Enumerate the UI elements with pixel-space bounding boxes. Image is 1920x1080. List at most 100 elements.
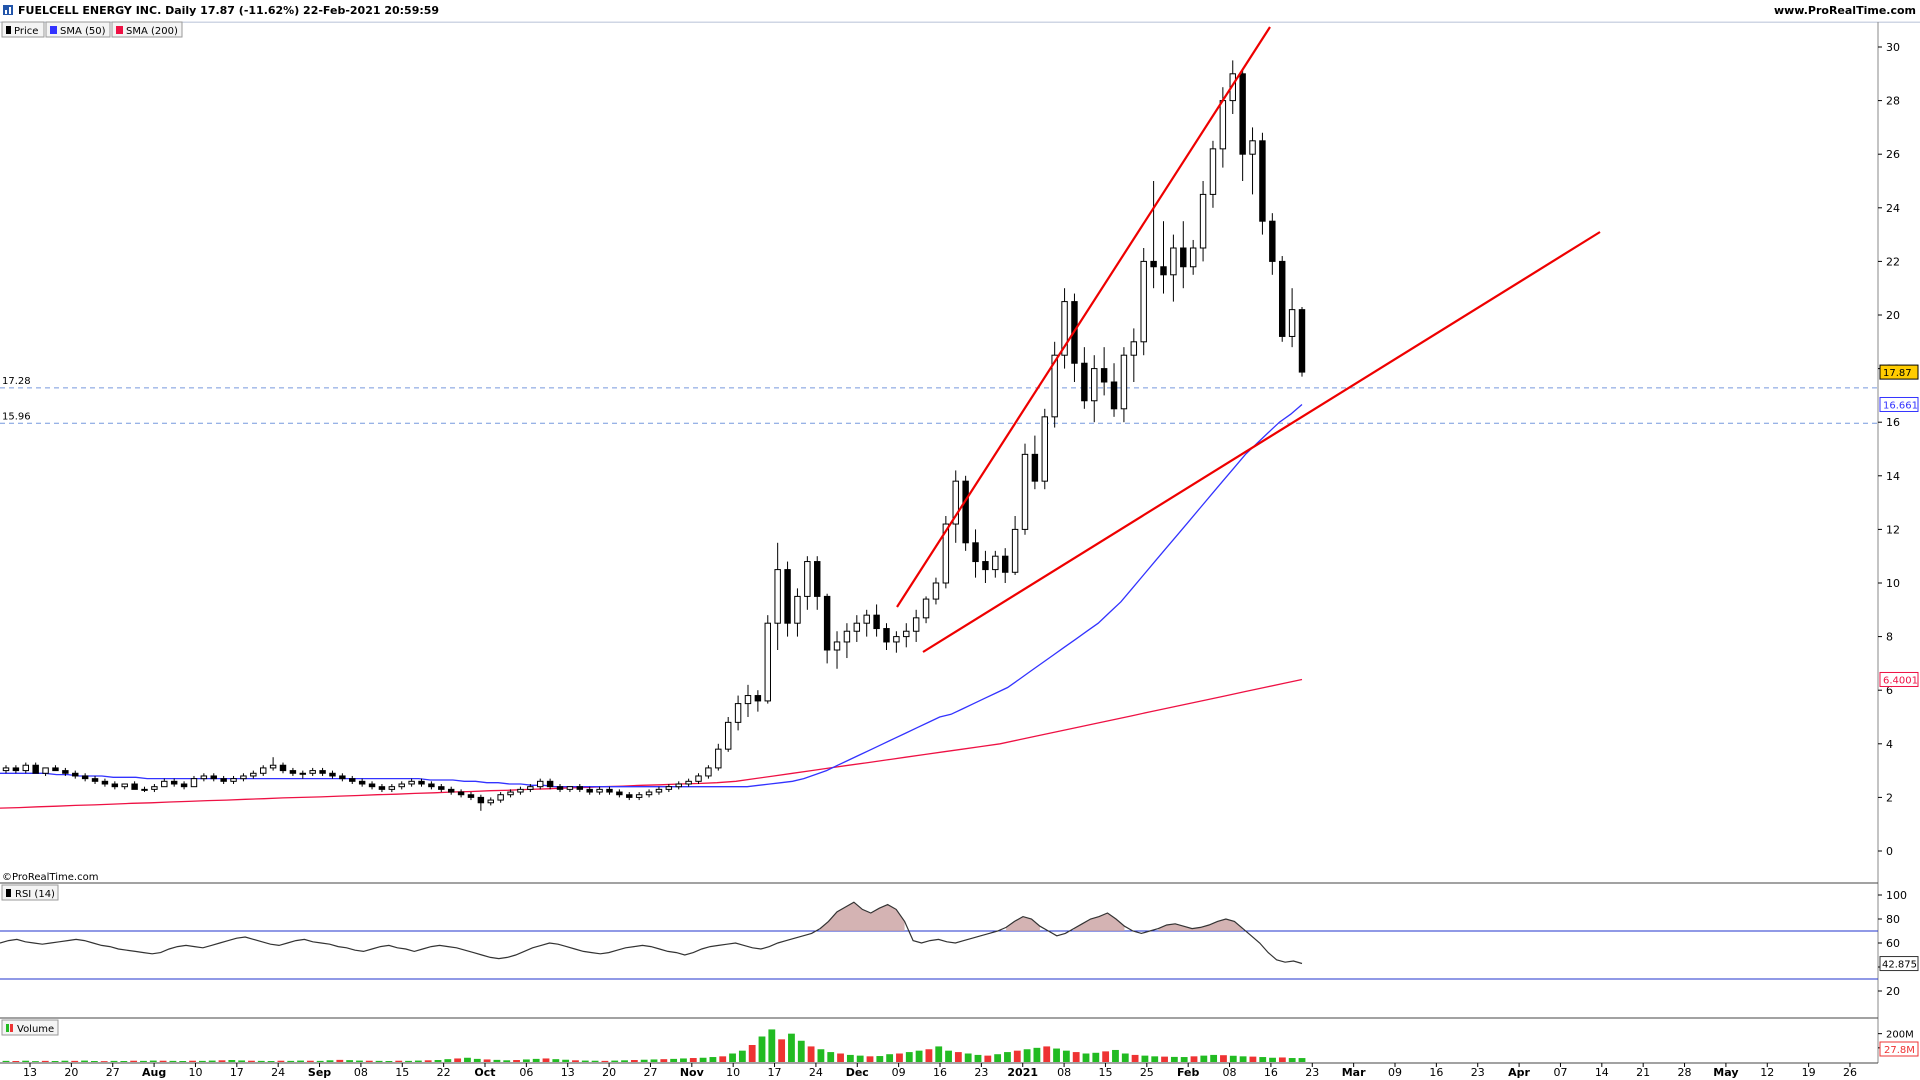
- lower-trendline: [922, 231, 1601, 653]
- volume-bar: [81, 1060, 88, 1062]
- candle-body: [1091, 368, 1098, 402]
- time-tick-label: Sep: [308, 1066, 331, 1079]
- candle-body: [1180, 247, 1187, 268]
- volume-bar: [915, 1050, 923, 1062]
- price-tick-label: 30: [1886, 41, 1900, 54]
- rsi-overbought-fill: [820, 902, 905, 931]
- volume-bar: [1220, 1055, 1227, 1062]
- candle-body: [121, 783, 128, 788]
- volume-bar: [71, 1060, 79, 1062]
- level-label: 15.96: [2, 411, 31, 422]
- volume-bar: [218, 1060, 226, 1062]
- volume-bar: [768, 1029, 776, 1062]
- price-tick-label: 14: [1886, 470, 1900, 483]
- candle-body: [1051, 354, 1058, 418]
- time-tick-label: 10: [188, 1066, 202, 1079]
- time-tick-label: 08: [354, 1066, 368, 1079]
- candle-body: [1081, 362, 1088, 402]
- legend-sma200: SMA (200): [126, 26, 178, 37]
- time-tick-label: 13: [561, 1066, 575, 1079]
- volume-bar: [876, 1056, 884, 1062]
- candle-body: [1120, 354, 1128, 410]
- candle-body: [388, 786, 396, 790]
- candle-body: [823, 595, 831, 651]
- volume-bar: [395, 1060, 403, 1062]
- candle-body: [635, 794, 643, 798]
- rsi-last-label: 42.875: [1882, 960, 1917, 971]
- volume-bar: [1013, 1050, 1021, 1062]
- candle-body: [62, 770, 69, 774]
- last-value-label: 17.87: [1883, 368, 1912, 379]
- volume-bar: [542, 1058, 550, 1062]
- volume-bar: [1229, 1055, 1237, 1062]
- candle-body: [1288, 309, 1296, 337]
- candle-body: [537, 780, 544, 788]
- candle-body: [1278, 260, 1286, 337]
- volume-bar: [552, 1059, 560, 1062]
- volume-bar: [945, 1050, 952, 1062]
- last-value-tag: [1879, 396, 1919, 412]
- volume-bar: [513, 1060, 520, 1062]
- legend-volume: Volume: [17, 1024, 54, 1035]
- volume-bar: [856, 1055, 864, 1062]
- volume-bar: [1180, 1057, 1188, 1062]
- sma200-path: [0, 678, 1303, 809]
- candle-body: [161, 780, 168, 788]
- rsi-last-tag: [1879, 956, 1919, 972]
- volume-bar: [189, 1060, 196, 1062]
- candle-body: [1110, 381, 1118, 410]
- candle-body: [230, 778, 237, 782]
- volume-bar: [346, 1060, 354, 1062]
- volume-bar: [267, 1061, 275, 1062]
- candle-body: [695, 775, 702, 782]
- volume-bar: [630, 1060, 638, 1062]
- candle-body: [408, 780, 415, 785]
- candle-body: [91, 778, 99, 782]
- volume-bar: [169, 1060, 177, 1062]
- volume-bar: [699, 1057, 707, 1062]
- time-tick-label: 24: [271, 1066, 285, 1079]
- volume-bar: [562, 1059, 570, 1062]
- candle-body: [1160, 266, 1167, 276]
- candle-body: [962, 480, 969, 544]
- site-link[interactable]: www.ProRealTime.com: [1773, 4, 1916, 17]
- volume-bar: [689, 1058, 697, 1062]
- volume-pane: 100M200M27.8M: [2, 1029, 1919, 1062]
- chart-frames: [0, 21, 1920, 1064]
- volume-bar: [974, 1054, 982, 1062]
- time-tick-label: 14: [1595, 1066, 1609, 1079]
- candle-body: [665, 786, 673, 790]
- candle-body: [705, 767, 712, 777]
- candle-body: [1100, 368, 1108, 383]
- last-value-label: 16.661: [1883, 400, 1918, 411]
- volume-bar: [572, 1060, 579, 1062]
- candle-body: [497, 794, 504, 801]
- candle-body: [685, 780, 692, 785]
- candle-body: [1259, 140, 1266, 222]
- candle-body: [626, 794, 633, 798]
- time-tick-label: 07: [1553, 1066, 1567, 1079]
- candle-body: [2, 767, 10, 772]
- volume-bar: [434, 1060, 442, 1062]
- chart-header: FUELCELL ENERGY INC. Daily 17.87 (-11.62…: [0, 0, 1920, 23]
- price-tick-label: 26: [1886, 148, 1900, 161]
- volume-bar: [159, 1060, 167, 1062]
- volume-bar: [660, 1059, 668, 1062]
- sma50-line: [0, 404, 1303, 788]
- level-label: 17.28: [2, 376, 31, 387]
- candle-body: [52, 767, 59, 772]
- candle-body: [12, 767, 20, 772]
- volume-bar: [444, 1059, 452, 1062]
- time-tick-label: 25: [1140, 1066, 1154, 1079]
- volume-bar: [650, 1059, 658, 1062]
- time-tick-label: 23: [1305, 1066, 1319, 1079]
- volume-bar: [140, 1060, 147, 1062]
- volume-bar: [326, 1060, 334, 1062]
- time-tick-label: 22: [437, 1066, 451, 1079]
- candle-body: [843, 630, 851, 643]
- candle-body: [814, 561, 821, 597]
- time-tick-label: 26: [1843, 1066, 1857, 1079]
- legend-rsi: RSI (14): [15, 889, 55, 900]
- candle-body: [131, 783, 138, 790]
